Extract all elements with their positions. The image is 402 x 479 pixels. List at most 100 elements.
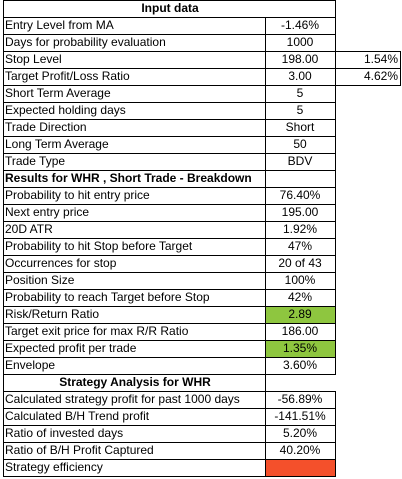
grid-line bbox=[3, 323, 336, 324]
grid-line bbox=[3, 85, 401, 86]
grid-line bbox=[3, 425, 336, 426]
result-value[interactable]: 186.00 bbox=[281, 324, 319, 338]
grid-line bbox=[3, 459, 336, 460]
result-label: Expected profit per trade bbox=[5, 341, 137, 355]
result-label: Probability to hit entry price bbox=[5, 188, 150, 202]
result-value[interactable]: 42% bbox=[287, 290, 313, 304]
expected-profit-value[interactable]: 1.35% bbox=[265, 340, 335, 357]
result-value[interactable]: 100% bbox=[284, 273, 316, 287]
input-label: Target Profit/Loss Ratio bbox=[5, 69, 130, 83]
strategy-value[interactable]: 40.20% bbox=[279, 443, 321, 457]
grid-line bbox=[3, 34, 336, 35]
input-label: Entry Level from MA bbox=[5, 18, 114, 32]
result-label: 20D ATR bbox=[5, 222, 53, 236]
input-row: Short Term Average 5 bbox=[0, 85, 402, 102]
strategy-efficiency-value[interactable] bbox=[265, 459, 335, 476]
strategy-label: Ratio of invested days bbox=[5, 426, 124, 440]
result-row: Probability to hit Stop before Target 47… bbox=[0, 238, 402, 255]
grid-line bbox=[3, 238, 336, 239]
input-value[interactable]: 50 bbox=[293, 137, 307, 151]
input-label: Trade Type bbox=[5, 154, 66, 168]
strategy-label: Calculated B/H Trend profit bbox=[5, 409, 150, 423]
input-row: Target Profit/Loss Ratio 3.00 4.62% bbox=[0, 68, 402, 85]
result-row: Risk/Return Ratio 2.89 bbox=[0, 306, 402, 323]
grid-line bbox=[3, 17, 336, 18]
result-row: Probability to reach Target before Stop … bbox=[0, 289, 402, 306]
input-value[interactable]: 198.00 bbox=[281, 52, 319, 66]
result-value[interactable]: 47% bbox=[287, 239, 313, 253]
strategy-header: Strategy Analysis for WHR bbox=[59, 375, 211, 389]
grid-line bbox=[3, 357, 336, 358]
grid-line bbox=[3, 272, 336, 273]
input-value[interactable]: 3.00 bbox=[288, 69, 312, 83]
input-value[interactable]: BDV bbox=[287, 154, 313, 168]
result-row: Position Size 100% bbox=[0, 272, 402, 289]
strategy-value[interactable]: 5.20% bbox=[282, 426, 318, 440]
result-row: Occurrences for stop 20 of 43 bbox=[0, 255, 402, 272]
results-header-row: Results for WHR , Short Trade - Breakdow… bbox=[0, 170, 402, 187]
grid-line bbox=[3, 51, 401, 52]
input-header-row: Input data bbox=[0, 0, 402, 17]
grid-line bbox=[3, 204, 336, 205]
grid-line bbox=[3, 170, 336, 171]
grid-line bbox=[3, 68, 401, 69]
grid-line bbox=[3, 391, 336, 392]
input-row: Trade Direction Short bbox=[0, 119, 402, 136]
strategy-row: Ratio of B/H Profit Captured 40.20% bbox=[0, 442, 402, 459]
result-label: Next entry price bbox=[5, 205, 90, 219]
grid-line bbox=[3, 340, 336, 341]
input-label: Short Term Average bbox=[5, 86, 111, 100]
input-header: Input data bbox=[141, 1, 199, 15]
result-value[interactable]: 3.60% bbox=[282, 358, 318, 372]
input-row: Stop Level 198.00 1.54% bbox=[0, 51, 402, 68]
grid-line bbox=[335, 391, 336, 476]
grid-line bbox=[3, 374, 336, 375]
risk-return-value[interactable]: 2.89 bbox=[265, 306, 335, 323]
grid-line bbox=[3, 476, 336, 477]
input-value[interactable]: Short bbox=[285, 120, 315, 134]
grid-line bbox=[3, 102, 336, 103]
grid-line bbox=[3, 187, 336, 188]
grid-line bbox=[3, 221, 336, 222]
grid-line bbox=[3, 255, 336, 256]
result-label: Probability to reach Target before Stop bbox=[5, 290, 210, 304]
result-label: Position Size bbox=[5, 273, 75, 287]
input-row: Trade Type BDV bbox=[0, 153, 402, 170]
result-label: Probability to hit Stop before Target bbox=[5, 239, 193, 253]
result-value[interactable]: 1.92% bbox=[282, 222, 318, 236]
grid-line bbox=[3, 0, 336, 1]
result-label: Envelope bbox=[5, 358, 56, 372]
grid-line bbox=[3, 136, 336, 137]
strategy-label: Calculated strategy profit for past 1000… bbox=[5, 392, 240, 406]
input-value[interactable]: 5 bbox=[296, 86, 304, 100]
grid-line bbox=[265, 17, 266, 476]
input-value[interactable]: -1.46% bbox=[280, 18, 320, 32]
strategy-row: Calculated B/H Trend profit -141.51% bbox=[0, 408, 402, 425]
strategy-row: Calculated strategy profit for past 1000… bbox=[0, 391, 402, 408]
result-value[interactable]: 195.00 bbox=[281, 205, 319, 219]
strategy-value[interactable]: -141.51% bbox=[274, 409, 326, 423]
input-label: Expected holding days bbox=[5, 103, 126, 117]
results-header: Results for WHR , Short Trade - Breakdow… bbox=[5, 171, 252, 185]
grid-line bbox=[3, 289, 336, 290]
strategy-label: Ratio of B/H Profit Captured bbox=[5, 443, 154, 457]
input-label: Trade Direction bbox=[5, 120, 87, 134]
result-value[interactable]: 76.40% bbox=[279, 188, 321, 202]
strategy-header-row: Strategy Analysis for WHR bbox=[0, 374, 402, 391]
input-label: Long Term Average bbox=[5, 137, 109, 151]
result-label: Target exit price for max R/R Ratio bbox=[5, 324, 189, 338]
result-row: Target exit price for max R/R Ratio 186.… bbox=[0, 323, 402, 340]
result-row: Expected profit per trade 1.35% bbox=[0, 340, 402, 357]
result-value[interactable]: 20 of 43 bbox=[278, 256, 322, 270]
input-value[interactable]: 5 bbox=[296, 103, 304, 117]
input-value[interactable]: 1000 bbox=[286, 35, 314, 49]
strategy-label: Strategy efficiency bbox=[5, 460, 103, 474]
strategy-row: Ratio of invested days 5.20% bbox=[0, 425, 402, 442]
result-row: Next entry price 195.00 bbox=[0, 204, 402, 221]
result-label: Risk/Return Ratio bbox=[5, 307, 100, 321]
result-row: Envelope 3.60% bbox=[0, 357, 402, 374]
strategy-value[interactable]: -56.89% bbox=[277, 392, 323, 406]
input-row: Days for probability evaluation 1000 bbox=[0, 34, 402, 51]
result-row: 20D ATR 1.92% bbox=[0, 221, 402, 238]
